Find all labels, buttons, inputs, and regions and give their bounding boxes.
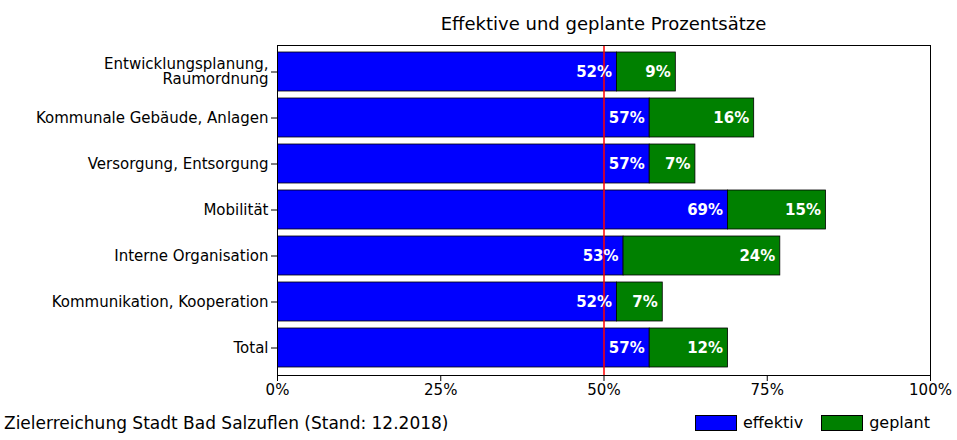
svg-text:Versorgung, Entsorgung: Versorgung, Entsorgung xyxy=(88,155,269,173)
svg-text:25%: 25% xyxy=(424,381,457,399)
svg-text:52%: 52% xyxy=(576,293,612,311)
svg-text:Interne Organisation: Interne Organisation xyxy=(114,247,268,265)
html-text:geplant: geplant xyxy=(869,413,930,432)
svg-text:52%: 52% xyxy=(576,63,612,81)
svg-text:7%: 7% xyxy=(632,293,657,311)
svg-text:16%: 16% xyxy=(713,109,749,127)
svg-text:57%: 57% xyxy=(609,109,645,127)
html-text:Effektive und geplante Prozent: Effektive und geplante Prozentsätze xyxy=(440,13,767,34)
svg-text:57%: 57% xyxy=(609,155,645,173)
svg-text:9%: 9% xyxy=(645,63,670,81)
svg-text:Kommunikation, Kooperation: Kommunikation, Kooperation xyxy=(52,293,269,311)
svg-text:Entwicklungsplanung,Raumordnun: Entwicklungsplanung,Raumordnung xyxy=(104,55,268,88)
svg-text:Mobilität: Mobilität xyxy=(203,201,268,219)
svg-text:75%: 75% xyxy=(751,381,784,399)
svg-text:69%: 69% xyxy=(687,201,723,219)
svg-text:57%: 57% xyxy=(609,339,645,357)
svg-text:24%: 24% xyxy=(739,247,775,265)
svg-text:12%: 12% xyxy=(687,339,723,357)
svg-text:53%: 53% xyxy=(583,247,619,265)
html-text:effektiv: effektiv xyxy=(743,413,804,432)
svg-text:50%: 50% xyxy=(587,381,620,399)
svg-text:100%: 100% xyxy=(909,381,952,399)
svg-text:15%: 15% xyxy=(785,201,821,219)
svg-text:0%: 0% xyxy=(266,381,290,399)
svg-text:Kommunale Gebäude, Anlagen: Kommunale Gebäude, Anlagen xyxy=(36,109,269,127)
html-text:Zielerreichung Stadt Bad Salzu: Zielerreichung Stadt Bad Salzuflen (Stan… xyxy=(4,412,449,433)
svg-text:7%: 7% xyxy=(665,155,690,173)
svg-text:Total: Total xyxy=(232,339,268,357)
